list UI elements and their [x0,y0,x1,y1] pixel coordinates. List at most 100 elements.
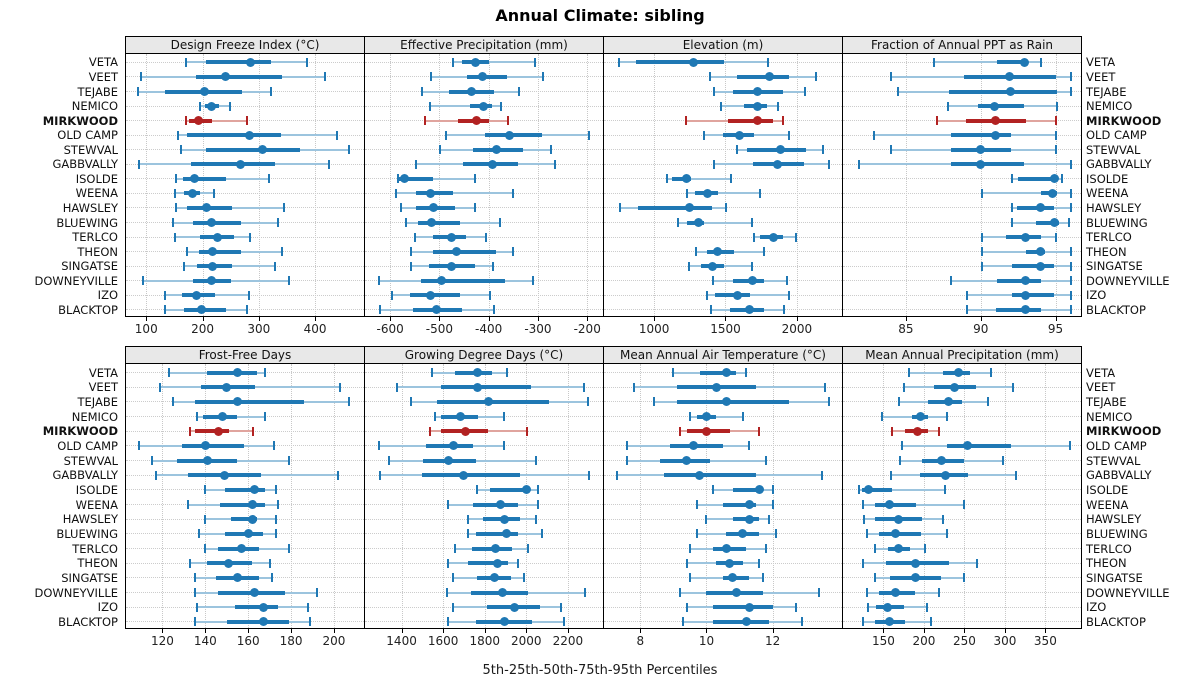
cap-high [751,218,754,228]
median-dot [479,101,489,111]
median-dot [752,101,762,111]
cap-low [195,412,198,421]
cap-high [1015,470,1018,480]
cap-high [307,602,310,612]
gridline [205,364,207,628]
row-guide [843,207,1081,209]
cap-high [522,573,525,583]
cap-low [204,514,207,524]
iqr-bar [420,278,506,283]
iqr-bar [997,278,1041,283]
gridline [484,364,486,628]
tick-mark [796,317,798,321]
median-dot [976,159,986,169]
cap-high [817,588,820,597]
panel-design-freeze-index-c [125,53,365,317]
median-dot [725,558,735,568]
cap-high [1039,57,1042,67]
row-guide [365,178,603,180]
median-dot [731,588,741,597]
whisker-line [395,192,513,195]
cap-high [503,441,506,451]
cap-high [485,232,488,242]
cap-low [684,116,687,126]
cap-low [866,529,869,539]
panel-fraction-of-annual-ppt-as-rain [842,53,1082,317]
median-dot [744,500,754,509]
cap-low [1011,174,1014,184]
cap-high [975,558,978,568]
site-label-right: GABBVALLY [1086,468,1152,483]
iqr-bar [947,443,1011,448]
gridline [248,364,250,628]
median-dot [1021,276,1031,286]
site-label-left: VETA [88,365,118,380]
site-label-right: OLD CAMP [1086,438,1147,453]
median-dot [940,470,950,480]
cap-high [588,130,591,140]
tick-label: -400 [475,322,503,336]
cap-high [309,617,312,627]
tick-mark [567,629,569,633]
site-label-left: NEMICO [71,409,118,424]
median-dot [884,617,894,627]
cap-low [429,72,432,82]
median-dot [493,558,503,568]
cap-high [492,305,495,315]
iqr-bar [950,133,1011,138]
cap-low [1011,218,1014,228]
site-label-right: NEMICO [1086,409,1133,424]
median-dot [258,617,268,627]
median-dot [456,412,466,421]
iqr-bar [1036,220,1059,225]
tick-mark [587,317,589,321]
cap-high [1054,232,1057,242]
cap-high [1069,290,1072,300]
iqr-bar [676,399,790,404]
cap-high [535,514,538,524]
tick-mark [291,629,293,633]
median-dot [1019,57,1029,67]
tick-label: 100 [134,322,158,336]
cap-high [306,57,309,67]
cap-low [708,72,711,82]
cap-high [828,159,831,169]
row-guide [365,207,603,209]
median-dot [682,174,692,184]
median-dot [744,514,754,524]
median-dot [950,382,960,392]
cap-high [535,456,538,465]
median-dot [224,558,234,568]
tick-label: 150 [872,634,895,648]
cap-high [777,101,780,111]
whisker-line [982,192,1071,195]
cap-low [452,573,455,583]
median-dot [470,57,480,67]
tick-label: 1600 [427,634,459,648]
iqr-bar [194,429,229,434]
cap-high [324,72,327,82]
tick-mark [401,629,403,633]
cap-low [467,529,470,539]
cap-high [287,544,290,553]
cap-high [774,529,777,539]
median-dot [1036,203,1046,213]
tick-mark [146,317,148,321]
median-dot [207,276,217,286]
cap-low [159,382,162,392]
cap-high [315,588,318,597]
row-guide [843,294,1081,296]
median-dot [488,159,498,169]
cap-low [873,573,876,583]
whisker-line [934,61,1041,64]
cap-high [517,87,520,97]
median-dot [467,87,477,97]
median-dot [217,412,227,421]
gridline [488,54,490,316]
cap-high [498,218,501,228]
iqr-bar [663,473,757,478]
cap-high [986,397,989,407]
cap-low [410,247,413,257]
cap-high [272,441,275,451]
median-dot [721,397,731,407]
